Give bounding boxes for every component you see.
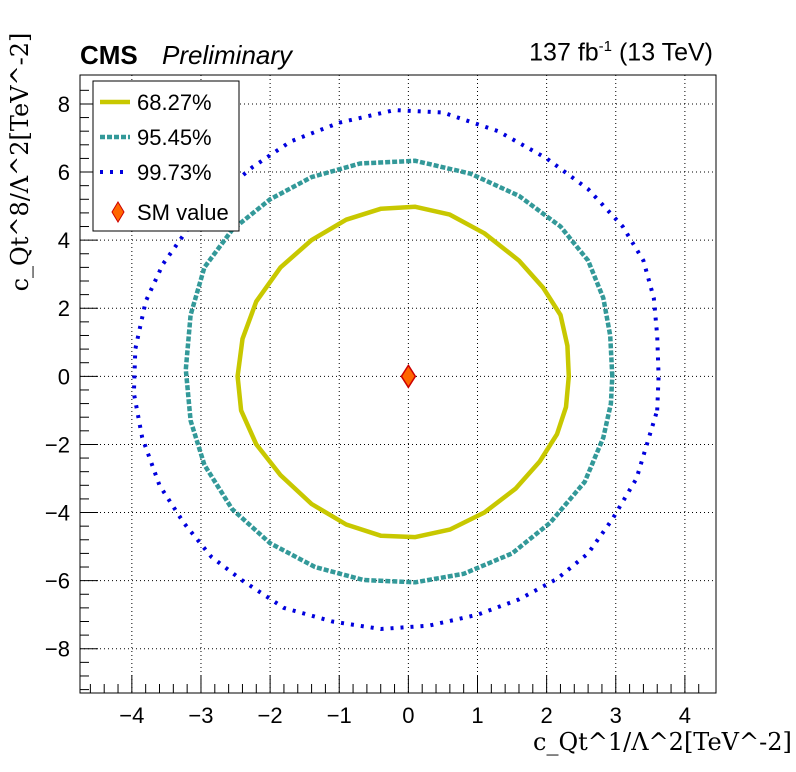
y-tick-label: −6 — [45, 569, 70, 594]
x-tick-label: −1 — [327, 703, 352, 728]
y-tick-label: 6 — [58, 160, 70, 185]
contour-95-45- — [183, 158, 615, 585]
contour-68-27- — [235, 204, 572, 540]
contour-curves — [131, 108, 661, 631]
axis-ticks — [80, 89, 700, 693]
status-label: Preliminary — [162, 40, 293, 70]
tick-labels: −4 −3 −2 −1 0 1 2 3 4 −8 −6 −4 −2 0 2 4 6 8 — [45, 92, 691, 728]
plot-frame — [79, 74, 717, 694]
legend-label: 68.27% — [137, 90, 212, 115]
x-axis-label: c_Qt^1/Λ^2[TeV^-2] — [533, 728, 792, 756]
x-tick-label: 4 — [679, 703, 691, 728]
x-tick-label: −3 — [188, 703, 213, 728]
y-tick-label: −2 — [45, 432, 70, 457]
y-tick-label: −4 — [45, 501, 70, 526]
x-tick-label: 3 — [610, 703, 622, 728]
y-axis-label: c_Qt^8/Λ^2[TeV^-2] — [6, 32, 34, 292]
y-tick-label: 0 — [58, 364, 70, 389]
y-tick-label: −8 — [45, 637, 70, 662]
y-tick-label: 4 — [58, 228, 70, 253]
legend-label: 99.73% — [137, 160, 212, 185]
x-tick-label: −2 — [258, 703, 283, 728]
x-tick-label: 1 — [471, 703, 483, 728]
luminosity-label: 137 fb-1 (13 TeV) — [529, 38, 713, 67]
x-tick-label: 2 — [541, 703, 553, 728]
legend-label: SM value — [137, 200, 229, 225]
luminosity-value: 137 fb — [529, 38, 599, 67]
experiment-label: CMS — [80, 40, 138, 70]
luminosity-exponent: -1 — [598, 38, 613, 55]
legend-label: 95.45% — [137, 125, 212, 150]
legend-marker-sm — [111, 201, 125, 223]
y-tick-label: 2 — [58, 296, 70, 321]
y-tick-label: 8 — [58, 92, 70, 117]
sm-value-marker — [400, 363, 417, 389]
legend: 68.27% 95.45% 99.73% SM value — [92, 80, 240, 232]
x-tick-label: 0 — [402, 703, 414, 728]
x-tick-label: −4 — [119, 703, 144, 728]
energy-value: (13 TeV) — [618, 38, 713, 67]
